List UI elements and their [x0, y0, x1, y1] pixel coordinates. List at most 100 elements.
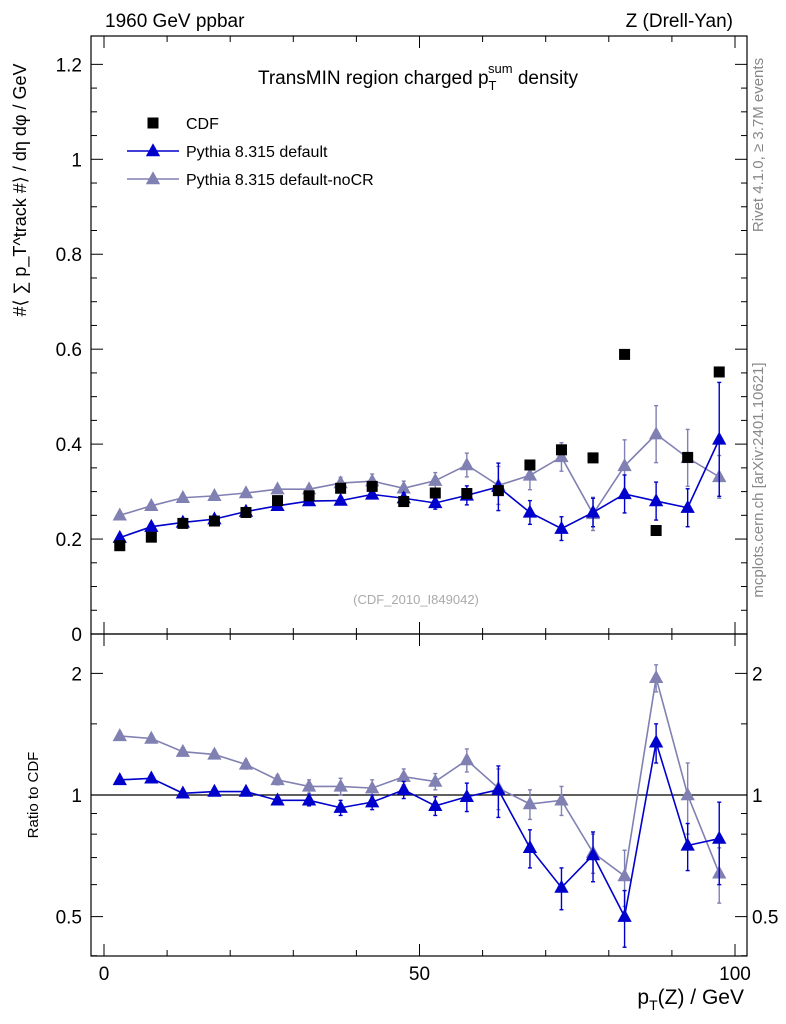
data-point-cdf: [114, 540, 126, 552]
chart-title: TransMIN region charged pTsum density: [258, 61, 579, 93]
legend-label: CDF: [186, 116, 219, 133]
chart-title-sub: T: [489, 78, 497, 93]
x-axis-label-main: p: [637, 986, 649, 1009]
ratio-point-pythia-8-315-default-nocr: [554, 792, 569, 806]
data-point-cdf: [208, 515, 220, 527]
data-point-pythia-8-315-default-nocr: [238, 485, 254, 499]
ratio-point-pythia-8-315-default-nocr: [207, 746, 222, 760]
legend: CDF Pythia 8.315 default Pythia 8.315 defa…: [127, 116, 374, 189]
axes-layer: 0 50 100 0 0.2 0.4 0.6 0.8 1 1.2 0.5 0.5 1 1 2 2: [56, 36, 778, 985]
legend-label: Pythia 8.315 default: [186, 144, 328, 161]
ratio-point-pythia-8-315-default: [428, 798, 443, 812]
ratio-point-pythia-8-315-default-nocr: [648, 670, 664, 684]
analysis-watermark: (CDF_2010_I849042): [353, 592, 479, 607]
ratio-point-pythia-8-315-default-nocr: [459, 752, 474, 766]
ratio-tick-label-right: 1: [752, 786, 763, 807]
x-tick-label: 50: [409, 964, 430, 985]
ratio-point-pythia-8-315-default-nocr: [428, 773, 443, 787]
data-point-cdf: [492, 485, 504, 497]
ratio-point-pythia-8-315-default: [585, 847, 601, 861]
legend-item: Pythia 8.315 default-noCR: [127, 171, 374, 189]
ratio-tick-label-left: 0.5: [56, 908, 82, 929]
data-point-pythia-8-315-default: [585, 504, 601, 518]
ratio-point-pythia-8-315-default-nocr: [333, 778, 348, 792]
y-tick-label: 0.2: [56, 530, 82, 551]
mcplots-label: mcplots.cern.ch [arXiv:2401.10621]: [750, 362, 767, 597]
ratio-tick-label-right: 2: [752, 664, 763, 685]
data-point-pythia-8-315-default-nocr: [459, 457, 474, 471]
data-point-pythia-8-315-default-nocr: [207, 488, 222, 502]
ratio-point-pythia-8-315-default: [175, 785, 191, 799]
data-point-pythia-8-315-default: [112, 529, 127, 543]
legend-item: Pythia 8.315 default: [127, 143, 328, 161]
ratio-point-pythia-8-315-default-nocr: [238, 756, 254, 770]
data-point-pythia-8-315-default-nocr: [522, 467, 538, 481]
data-point-cdf: [335, 482, 347, 494]
x-axis-label-sub: T: [649, 997, 658, 1013]
data-point-pythia-8-315-default-nocr: [112, 507, 127, 521]
ratio-point-pythia-8-315-default: [617, 908, 632, 922]
chart-title-main: TransMIN region charged p: [258, 68, 489, 89]
legend-marker: [145, 143, 161, 157]
ratio-point-pythia-8-315-default-nocr: [617, 868, 632, 882]
ratio-point-pythia-8-315-default: [301, 792, 317, 806]
ratio-point-pythia-8-315-default: [207, 783, 222, 797]
data-point-pythia-8-315-default: [648, 493, 664, 507]
x-axis-label-tail: (Z) / GeV: [658, 986, 744, 1009]
data-point-cdf: [398, 496, 410, 508]
data-point-pythia-8-315-default: [144, 518, 159, 532]
rivet-label: Rivet 4.1.0, ≥ 3.7M events: [750, 58, 767, 232]
chart-title-sup: sum: [488, 61, 513, 76]
ratio-point-pythia-8-315-default: [459, 788, 474, 802]
data-point-pythia-8-315-default: [712, 431, 727, 445]
y-axis-label: #⟨ ∑ p_T^track #⟩ / dη dφ / GeV: [10, 63, 31, 316]
data-point-cdf: [682, 451, 694, 463]
data-point-pythia-8-315-default-nocr: [144, 498, 159, 512]
ratio-line-pythia-8-315-default-nocr: [119, 677, 720, 878]
data-point-pythia-8-315-default-nocr: [270, 481, 285, 495]
data-point-pythia-8-315-default: [333, 492, 348, 506]
ratio-point-pythia-8-315-default: [396, 782, 411, 796]
data-point-pythia-8-315-default-nocr: [617, 458, 632, 472]
data-layer: [112, 348, 727, 948]
ratio-tick-label-left: 1: [71, 786, 82, 807]
data-point-pythia-8-315-default: [617, 486, 632, 500]
data-point-pythia-8-315-default-nocr: [428, 472, 443, 486]
y-tick-label: 1: [71, 150, 82, 171]
ratio-point-pythia-8-315-default: [365, 794, 380, 808]
ratio-point-pythia-8-315-default: [144, 770, 159, 784]
y-tick-label: 1.2: [56, 55, 82, 76]
legend-label: Pythia 8.315 default-noCR: [186, 172, 374, 189]
data-point-cdf: [366, 480, 378, 492]
data-point-cdf: [713, 366, 725, 378]
legend-marker: [145, 171, 161, 185]
ratio-tick-label-right: 0.5: [752, 908, 778, 929]
data-point-cdf: [524, 459, 536, 471]
x-tick-label: 100: [719, 964, 751, 985]
data-point-pythia-8-315-default-nocr: [396, 480, 411, 494]
y-tick-label: 0: [71, 625, 82, 646]
ratio-point-pythia-8-315-default-nocr: [270, 772, 285, 786]
data-point-cdf: [429, 487, 441, 499]
ratio-point-pythia-8-315-default-nocr: [396, 768, 411, 782]
header-right: Z (Drell-Yan): [626, 11, 733, 32]
x-tick-label: 0: [99, 964, 110, 985]
data-point-cdf: [555, 444, 567, 456]
data-point-pythia-8-315-default-nocr: [175, 489, 191, 503]
ratio-point-pythia-8-315-default: [712, 830, 727, 844]
data-point-cdf: [177, 517, 189, 529]
data-point-cdf: [650, 525, 662, 537]
x-axis-label: pT(Z) / GeV: [637, 986, 744, 1013]
y-tick-label: 0.8: [56, 245, 82, 266]
ratio-point-pythia-8-315-default: [554, 879, 569, 893]
data-point-cdf: [587, 452, 599, 464]
data-point-cdf: [619, 348, 631, 360]
ratio-point-pythia-8-315-default-nocr: [522, 796, 538, 810]
data-point-pythia-8-315-default: [680, 499, 695, 513]
data-point-cdf: [272, 495, 284, 507]
ratio-tick-label-left: 2: [71, 664, 82, 685]
ratio-point-pythia-8-315-default-nocr: [365, 780, 380, 794]
ratio-point-pythia-8-315-default: [333, 799, 348, 813]
data-point-cdf: [145, 531, 157, 543]
data-point-cdf: [303, 490, 315, 502]
